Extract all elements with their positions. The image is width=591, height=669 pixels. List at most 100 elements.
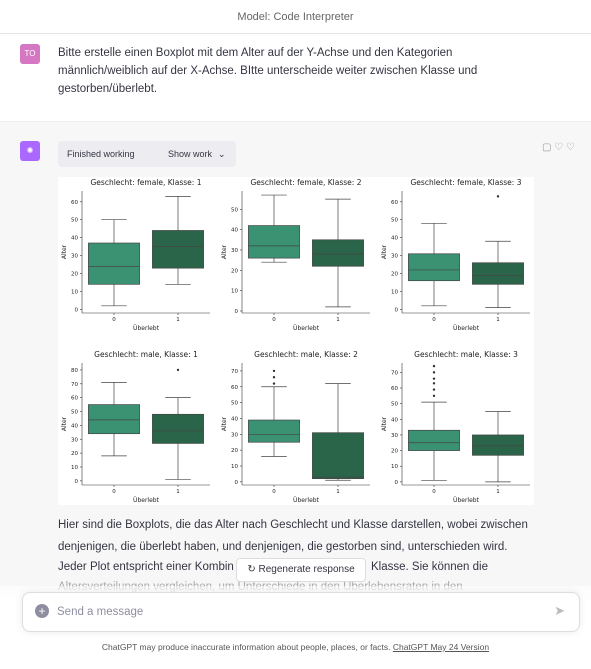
y-tick-label: 60 xyxy=(391,200,398,206)
box xyxy=(248,419,300,443)
y-tick-label: 40 xyxy=(231,416,238,422)
x-tick-label: 0 xyxy=(272,317,276,323)
y-tick-label: 0 xyxy=(395,480,399,486)
x-tick-label: 0 xyxy=(432,489,436,495)
y-tick-label: 50 xyxy=(71,218,78,224)
box xyxy=(88,404,140,435)
y-tick-label: 20 xyxy=(71,451,78,457)
model-label: Model: Code Interpreter xyxy=(237,11,354,23)
boxplot-figure: Geschlecht: female, Klasse: 1 Alter Überle… xyxy=(58,177,534,505)
user-message-row xyxy=(0,34,591,122)
y-tick-label: 40 xyxy=(231,228,238,234)
user-message: Bitte erstelle einen Boxplot mit dem Alt… xyxy=(58,47,478,95)
y-tick-label: 30 xyxy=(391,254,398,260)
y-tick-label: 60 xyxy=(71,396,78,402)
footer-text: ChatGPT may produce inaccurate informati… xyxy=(101,642,391,652)
box xyxy=(408,429,460,451)
y-tick-label: 10 xyxy=(71,465,78,471)
x-tick-label: 1 xyxy=(336,489,340,495)
response-line: Klasse. Sie können die xyxy=(371,561,488,573)
y-tick-label: 80 xyxy=(71,368,78,374)
x-tick-label: 1 xyxy=(496,317,500,323)
status-text: Finished working xyxy=(67,149,135,159)
y-axis-label: Alter xyxy=(381,244,388,259)
box xyxy=(472,434,524,456)
y-tick-label: 0 xyxy=(395,307,399,313)
y-tick-label: 10 xyxy=(71,289,78,295)
x-axis-label: Überlebt xyxy=(133,325,160,332)
show-work[interactable]: Show work xyxy=(168,149,213,159)
footer: ChatGPT may produce inaccurate informati… xyxy=(0,642,591,652)
y-tick-label: 20 xyxy=(391,449,398,455)
y-tick-label: 60 xyxy=(391,386,398,392)
y-tick-label: 0 xyxy=(75,479,79,485)
box xyxy=(88,242,140,285)
y-tick-label: 0 xyxy=(235,309,239,315)
outlier xyxy=(272,369,276,373)
outlier xyxy=(432,364,436,368)
x-tick-label: 0 xyxy=(432,317,436,323)
y-tick-label: 60 xyxy=(231,385,238,391)
y-tick-label: 70 xyxy=(231,369,238,375)
x-axis-label: Überlebt xyxy=(453,497,480,504)
x-tick-label: 1 xyxy=(176,317,180,323)
y-tick-label: 50 xyxy=(231,207,238,213)
y-tick-label: 40 xyxy=(71,236,78,242)
y-tick-label: 50 xyxy=(391,218,398,224)
y-tick-label: 70 xyxy=(71,382,78,388)
outlier xyxy=(432,388,436,391)
y-tick-label: 50 xyxy=(231,401,238,407)
x-axis-label: Überlebt xyxy=(293,497,320,504)
x-tick-label: 1 xyxy=(336,317,340,323)
x-axis-label: Überlebt xyxy=(133,497,160,504)
message-actions[interactable]: ▢ ♡ ♡ xyxy=(542,142,575,153)
panel-title: Geschlecht: female, Klasse: 2 xyxy=(251,178,362,187)
response-line: Hier sind die Boxplots, die das Alter na… xyxy=(58,519,528,531)
box xyxy=(152,413,204,444)
input-placeholder: Send a message xyxy=(57,606,144,618)
x-tick-label: 0 xyxy=(112,317,116,323)
y-tick-label: 30 xyxy=(391,433,398,439)
assistant-avatar: ✺ xyxy=(20,141,40,161)
panel-title: Geschlecht: male, Klasse: 3 xyxy=(414,350,518,359)
box xyxy=(248,225,300,259)
send-button[interactable]: ➤ xyxy=(554,603,565,618)
y-tick-label: 20 xyxy=(231,268,238,274)
panel-title: Geschlecht: female, Klasse: 3 xyxy=(411,178,522,187)
x-axis-label: Überlebt xyxy=(453,325,480,332)
response-line: Jeder Plot entspricht einer Kombin xyxy=(58,561,234,573)
response-line: denjenigen, die überlebt haben, und denj… xyxy=(58,541,508,553)
box xyxy=(408,253,460,282)
outlier xyxy=(272,376,276,379)
y-tick-label: 40 xyxy=(71,423,78,429)
regenerate-button[interactable]: ↻ Regenerate response xyxy=(236,558,366,582)
y-tick-label: 40 xyxy=(391,417,398,423)
y-axis-label: Alter xyxy=(221,416,228,431)
y-tick-label: 30 xyxy=(231,432,238,438)
y-axis-label: Alter xyxy=(61,244,68,259)
regenerate-label: Regenerate response xyxy=(258,564,355,575)
panel-title: Geschlecht: male, Klasse: 1 xyxy=(94,350,198,359)
x-tick-label: 1 xyxy=(176,489,180,495)
footer-link[interactable]: ChatGPT May 24 Version xyxy=(392,642,490,652)
box xyxy=(312,239,364,267)
y-tick-label: 10 xyxy=(231,464,238,470)
outlier xyxy=(432,394,436,398)
y-tick-label: 10 xyxy=(231,289,238,295)
x-tick-label: 0 xyxy=(112,489,116,495)
message-input[interactable]: + Send a message ➤ xyxy=(22,592,580,632)
y-tick-label: 20 xyxy=(231,448,238,454)
y-tick-label: 50 xyxy=(71,410,78,416)
y-tick-label: 70 xyxy=(391,370,398,376)
y-tick-label: 10 xyxy=(391,464,398,470)
y-tick-label: 30 xyxy=(231,248,238,254)
outlier xyxy=(272,382,276,385)
box xyxy=(312,432,364,480)
y-tick-label: 50 xyxy=(391,402,398,408)
y-axis-label: Alter xyxy=(221,244,228,259)
panel-title: Geschlecht: female, Klasse: 1 xyxy=(91,178,202,187)
y-tick-label: 40 xyxy=(391,236,398,242)
y-tick-label: 0 xyxy=(75,307,79,313)
y-tick-label: 10 xyxy=(391,289,398,295)
